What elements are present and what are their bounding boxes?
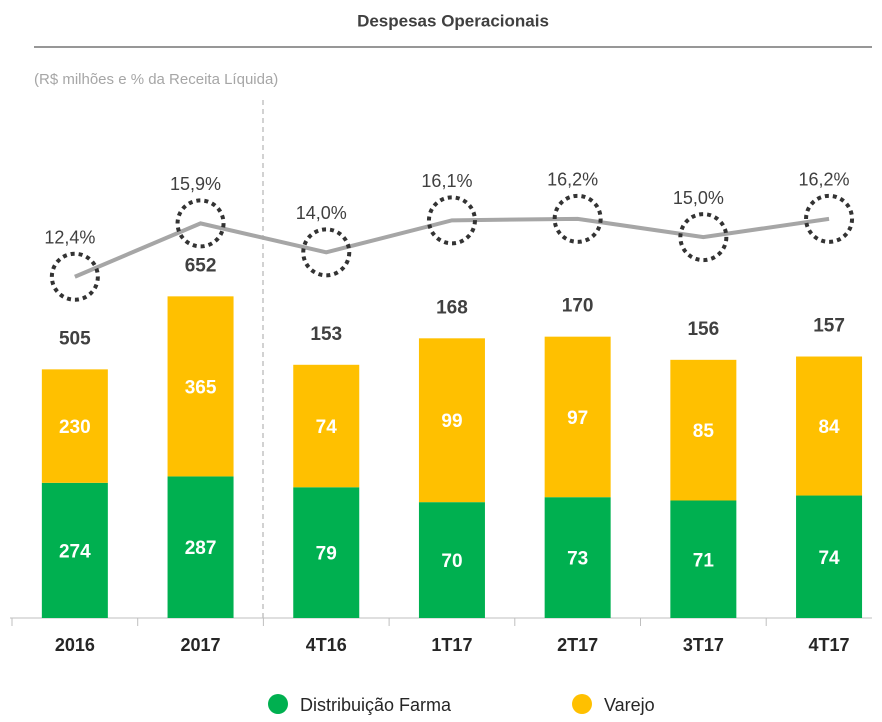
bar-label: 274 [59, 541, 91, 562]
x-tick-label: 4T17 [809, 635, 850, 655]
bar-segment [418, 338, 485, 503]
bar-segment [544, 336, 611, 498]
total-label: 652 [185, 255, 217, 276]
legend-label: Distribuição Farma [300, 695, 452, 715]
bar-label: 73 [567, 549, 588, 570]
total-label: 170 [562, 296, 594, 317]
bar-segment [670, 359, 737, 501]
bar-label: 84 [818, 417, 840, 438]
bar-label: 74 [316, 417, 338, 438]
highlight-circle [552, 193, 603, 244]
highlight-circle [678, 212, 729, 263]
bar-segment [167, 476, 234, 618]
line-label: 15,0% [673, 188, 724, 208]
bar-segment [670, 500, 737, 618]
total-label: 153 [310, 324, 342, 345]
bar-segment [41, 369, 108, 483]
bar-label: 365 [185, 377, 217, 398]
line [74, 216, 830, 279]
subtitle: (R$ milhões e % da Receita Líquida) [34, 71, 278, 88]
highlight-circle [301, 227, 352, 278]
line-label: 14,0% [296, 203, 347, 223]
x-tick-label: 4T16 [306, 635, 347, 655]
bar-label: 99 [441, 411, 462, 432]
bar-label: 71 [693, 550, 715, 571]
total-label: 168 [436, 297, 468, 318]
x-tick-label: 2016 [55, 635, 95, 655]
line-label: 15,9% [170, 174, 221, 194]
x-tick-label: 2017 [181, 635, 221, 655]
highlight-circle [426, 195, 477, 246]
bar-label: 287 [185, 538, 217, 559]
total-label: 156 [687, 319, 719, 340]
highlight-circle [49, 251, 100, 302]
chart-title: Despesas Operacionais [357, 11, 549, 30]
line-label: 12,4% [44, 227, 95, 247]
bar-label: 85 [693, 421, 715, 442]
bar-segment [293, 487, 360, 618]
bar-segment [796, 495, 863, 618]
bar-segment [796, 356, 863, 496]
bar-label: 79 [316, 544, 337, 565]
highlight-circle [175, 198, 226, 249]
x-tick-label: 1T17 [431, 635, 472, 655]
bar-segment [167, 296, 234, 477]
legend-swatch [572, 694, 592, 714]
line-label: 16,2% [799, 170, 850, 190]
x-tick-label: 2T17 [557, 635, 598, 655]
bar-segment [544, 497, 611, 618]
bar-label: 70 [441, 551, 462, 572]
bar-segment [41, 482, 108, 618]
bar-label: 97 [567, 408, 588, 429]
legend-swatch [268, 694, 288, 714]
highlight-circle [804, 193, 855, 244]
bar-segment [418, 502, 485, 618]
bar-segment [293, 364, 360, 488]
legend-label: Varejo [604, 695, 655, 715]
total-label: 157 [813, 316, 845, 337]
total-label: 505 [59, 328, 91, 349]
line-label: 16,2% [547, 170, 598, 190]
bar-label: 230 [59, 417, 91, 438]
bar-label: 74 [818, 548, 840, 569]
x-tick-label: 3T17 [683, 635, 724, 655]
line-label: 16,1% [421, 171, 472, 191]
